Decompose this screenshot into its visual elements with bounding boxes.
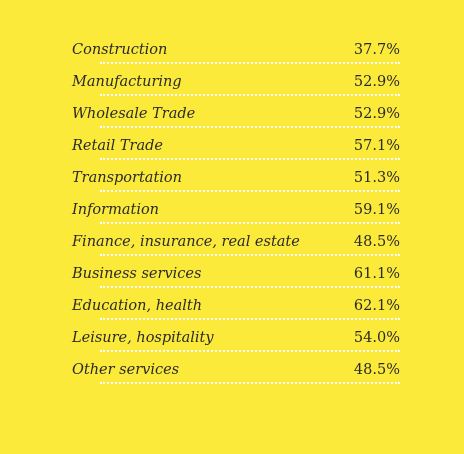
dotted-leader-line bbox=[100, 286, 400, 288]
industry-label: Education, health bbox=[72, 298, 203, 314]
dotted-leader-line bbox=[100, 222, 400, 224]
dotted-leader-line bbox=[100, 158, 400, 160]
industry-label: Business services bbox=[72, 266, 202, 282]
table-row: Other services 48.5% bbox=[72, 354, 400, 386]
industry-value: 48.5% bbox=[353, 234, 400, 250]
dotted-leader-line bbox=[100, 318, 400, 320]
industry-label: Information bbox=[72, 202, 160, 218]
table-row: Wholesale Trade 52.9% bbox=[72, 98, 400, 130]
industry-value: 52.9% bbox=[353, 106, 400, 122]
dotted-leader-line bbox=[100, 190, 400, 192]
table-row: Transportation 51.3% bbox=[72, 162, 400, 194]
table-row: Construction 37.7% bbox=[72, 34, 400, 66]
industry-value: 37.7% bbox=[353, 42, 400, 58]
dotted-leader-line bbox=[100, 350, 400, 352]
table-row: Business services 61.1% bbox=[72, 258, 400, 290]
industry-value: 57.1% bbox=[353, 138, 400, 154]
industry-value: 54.0% bbox=[353, 330, 400, 346]
dotted-leader-line bbox=[100, 62, 400, 64]
industry-label: Retail Trade bbox=[72, 138, 163, 154]
table-row: Information 59.1% bbox=[72, 194, 400, 226]
industry-value: 59.1% bbox=[353, 202, 400, 218]
dotted-leader-line bbox=[100, 126, 400, 128]
table-row: Retail Trade 57.1% bbox=[72, 130, 400, 162]
industry-label: Other services bbox=[72, 362, 180, 378]
dotted-leader-line bbox=[100, 254, 400, 256]
industry-value: 48.5% bbox=[353, 362, 400, 378]
industry-label: Wholesale Trade bbox=[72, 106, 196, 122]
table-row: Finance, insurance, real estate 48.5% bbox=[72, 226, 400, 258]
table-row: Education, health 62.1% bbox=[72, 290, 400, 322]
industry-label: Finance, insurance, real estate bbox=[72, 234, 300, 250]
industry-value: 51.3% bbox=[353, 170, 400, 186]
table-row: Manufacturing 52.9% bbox=[72, 66, 400, 98]
industry-label: Leisure, hospitality bbox=[72, 330, 214, 346]
industry-label: Manufacturing bbox=[72, 74, 182, 90]
dotted-leader-line bbox=[100, 94, 400, 96]
industry-value: 52.9% bbox=[353, 74, 400, 90]
table-row: Leisure, hospitality 54.0% bbox=[72, 322, 400, 354]
industry-label: Construction bbox=[72, 42, 168, 58]
industry-table: Construction 37.7% Manufacturing 52.9% Whole… bbox=[72, 34, 400, 386]
industry-value: 62.1% bbox=[353, 298, 400, 314]
industry-label: Transportation bbox=[72, 170, 182, 186]
industry-value: 61.1% bbox=[353, 266, 400, 282]
dotted-leader-line bbox=[100, 382, 400, 384]
